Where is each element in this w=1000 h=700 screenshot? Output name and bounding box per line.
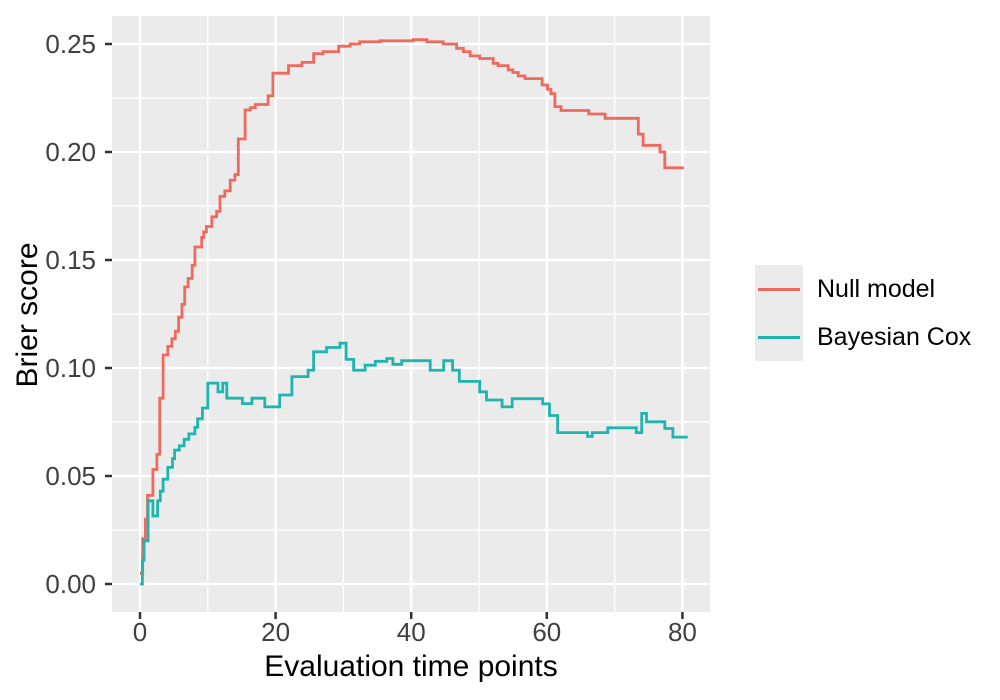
y-axis-title: Brier score bbox=[11, 242, 44, 388]
legend-key-null-model bbox=[755, 265, 803, 313]
legend-label: Null model bbox=[817, 274, 936, 303]
legend-line-icon bbox=[758, 335, 800, 339]
series-line-null-model bbox=[140, 38, 684, 575]
legend-line-icon bbox=[758, 287, 800, 291]
y-tick-label: 0.25 bbox=[45, 29, 96, 59]
x-tick-label: 80 bbox=[668, 617, 697, 647]
x-tick-label: 0 bbox=[133, 617, 147, 647]
y-tick-label: 0.20 bbox=[45, 137, 96, 167]
x-tick-label: 60 bbox=[532, 617, 561, 647]
y-tick-label: 0.00 bbox=[45, 569, 96, 599]
y-tick-label: 0.05 bbox=[45, 461, 96, 491]
y-tick-label: 0.10 bbox=[45, 353, 96, 383]
legend-label: Bayesian Cox bbox=[817, 322, 972, 351]
legend-item-null-model: Null model bbox=[755, 265, 971, 313]
legend: Null model Bayesian Cox bbox=[755, 265, 971, 361]
x-axis-title: Evaluation time points bbox=[264, 650, 558, 683]
x-tick-label: 20 bbox=[261, 617, 290, 647]
series-line-bayesian-cox bbox=[140, 341, 688, 586]
legend-key-bayesian-cox bbox=[755, 313, 803, 361]
x-tick-label: 40 bbox=[397, 617, 426, 647]
y-tick-label: 0.15 bbox=[45, 245, 96, 275]
legend-item-bayesian-cox: Bayesian Cox bbox=[755, 313, 971, 361]
